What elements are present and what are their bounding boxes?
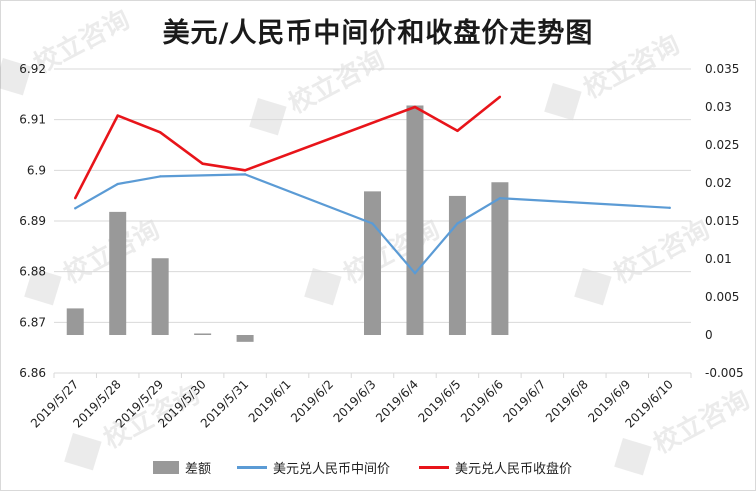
bar-diff [406,105,424,335]
legend: 差额 美元兑人民币中间价 美元兑人民币收盘价 [1,458,755,482]
legend-item-midpoint: 美元兑人民币中间价 [237,458,390,477]
line-midpoint-point [456,222,459,225]
line-midpoint-point [413,271,417,275]
chart-title: 美元/人民币中间价和收盘价走势图 [162,18,594,49]
line-midpoint-point [371,222,374,225]
line-close-point [243,169,247,172]
legend-item-close: 美元兑人民币收盘价 [419,458,572,477]
bar-diff [194,333,212,335]
line-midpoint-point [74,207,77,210]
legend-item-diff: 差额 [153,458,211,477]
y-right-tick-label: -0.005 [705,366,744,380]
line-close-point [116,114,119,117]
y-right-tick-label: 0.02 [705,176,732,190]
bar-diff [236,335,254,342]
legend-line-swatch [419,466,449,469]
x-tick-label: 2019/6/7 [500,377,548,425]
x-tick-label: 2019/6/1 [246,377,294,425]
y-left-tick-label: 6.89 [19,214,46,228]
bar-diff [491,182,509,335]
x-tick-label: 2019/6/5 [416,377,464,425]
y-right-tick-label: 0.015 [705,214,739,228]
y-right-tick-label: 0.025 [705,138,739,152]
line-midpoint-point [158,175,162,178]
line-close-point [498,95,502,99]
line-close-point [201,162,204,165]
legend-bar-swatch [153,461,179,474]
line-close-point [456,129,459,133]
line-midpoint-point [243,173,247,176]
legend-label: 美元兑人民币收盘价 [455,462,573,477]
line-midpoint-point [498,197,502,200]
x-tick-label: 2019/6/6 [458,377,506,425]
x-tick-label: 2019/6/4 [373,377,421,425]
line-close-point [158,131,162,134]
x-tick-label: 2019/6/8 [543,377,591,425]
bar-diff [109,211,127,335]
line-midpoint-point [116,182,119,186]
line-close-point [74,197,77,200]
y-left-tick-label: 6.87 [19,315,46,329]
y-right-tick-label: 0.035 [705,62,739,76]
y-right-tick-label: 0.01 [705,252,732,266]
legend-line-swatch [237,466,267,469]
line-midpoint-point [668,206,671,210]
x-tick-label: 2019/6/2 [288,377,336,425]
bar-diff [448,195,466,335]
y-left-tick-label: 6.91 [19,113,46,127]
line-close [74,95,501,199]
x-tick-label: 2019/6/3 [331,377,379,425]
y-left-tick-label: 6.92 [19,62,46,76]
legend-label: 差额 [185,462,212,477]
legend-label: 美元兑人民币中间价 [273,462,391,477]
line-close-point [413,105,417,109]
bar-diff [151,258,169,335]
y-left-tick-label: 6.9 [27,163,46,177]
y-right-tick-label: 0.005 [705,290,739,304]
y-left-tick-label: 6.86 [19,366,46,380]
y-right-tick-label: 0 [705,328,713,342]
y-right-tick-label: 0.03 [705,100,732,114]
bar-diff [66,308,84,335]
bar-diff [364,191,381,335]
y-left-tick-label: 6.88 [19,265,46,279]
